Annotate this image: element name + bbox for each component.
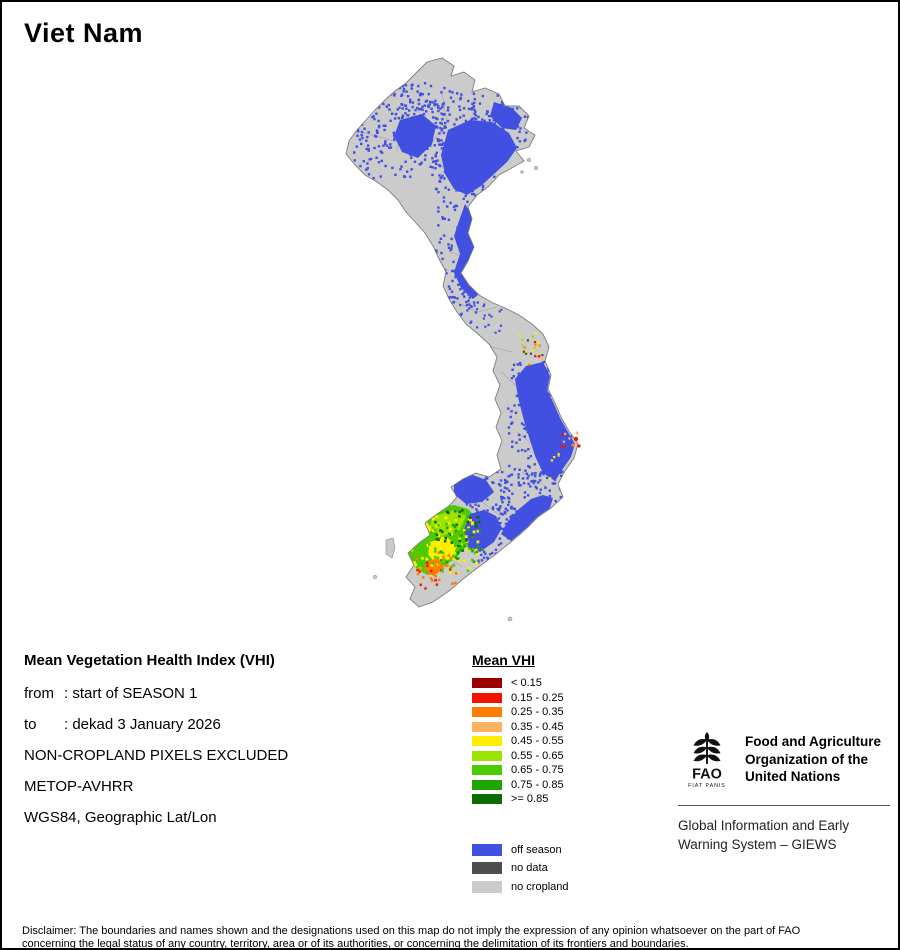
legend-label: >= 0.85 bbox=[511, 793, 549, 806]
fao-block: FAO FIAT PANIS Food and Agriculture Orga… bbox=[678, 730, 890, 854]
legend-label: 0.55 - 0.65 bbox=[511, 749, 564, 762]
legend-swatch bbox=[472, 779, 502, 790]
legend-label: off season bbox=[511, 843, 562, 856]
giews-name: Global Information and Early Warning Sys… bbox=[678, 817, 890, 854]
legend-row: 0.75 - 0.85 bbox=[472, 778, 569, 793]
info-heading: Mean Vegetation Health Index (VHI) bbox=[24, 652, 275, 669]
legend-row: 0.25 - 0.35 bbox=[472, 705, 569, 720]
fao-divider bbox=[678, 805, 890, 806]
giews-line: Global Information and Early bbox=[678, 818, 850, 833]
legend-swatch bbox=[472, 750, 502, 761]
islands bbox=[373, 158, 538, 622]
legend-swatch bbox=[472, 678, 502, 689]
disclaimer: Disclaimer: The boundaries and names sho… bbox=[22, 925, 801, 950]
legend-row: 0.45 - 0.55 bbox=[472, 734, 569, 749]
legend-label: no cropland bbox=[511, 880, 569, 893]
legend-label: no data bbox=[511, 862, 548, 875]
fao-acronym: FAO bbox=[692, 766, 722, 782]
legend-row: >= 0.85 bbox=[472, 792, 569, 807]
legend-label: 0.45 - 0.55 bbox=[511, 735, 564, 748]
off-season-areas bbox=[394, 102, 575, 541]
legend-label: 0.65 - 0.75 bbox=[511, 764, 564, 777]
legend-swatch bbox=[472, 880, 502, 893]
legend-row: off season bbox=[472, 841, 569, 860]
info-key: from bbox=[24, 685, 54, 702]
legend-row: no data bbox=[472, 859, 569, 878]
fao-org-line: Organization of the bbox=[745, 751, 868, 767]
fao-org-line: United Nations bbox=[745, 769, 841, 784]
legend-swatch bbox=[472, 721, 502, 732]
disclaimer-line: concerning the legal status of any count… bbox=[22, 938, 689, 950]
fao-org-line: Food and Agriculture bbox=[745, 734, 881, 749]
legend-label: < 0.15 bbox=[511, 677, 542, 690]
legend-label: 0.15 - 0.25 bbox=[511, 691, 564, 704]
info-value: : start of SEASON 1 bbox=[64, 685, 198, 702]
legend-row: < 0.15 bbox=[472, 676, 569, 691]
legend-row: 0.65 - 0.75 bbox=[472, 763, 569, 778]
giews-line: Warning System – GIEWS bbox=[678, 836, 837, 852]
legend-swatch bbox=[472, 765, 502, 776]
legend-swatch bbox=[472, 736, 502, 747]
legend-label: 0.25 - 0.35 bbox=[511, 706, 564, 719]
info-line: WGS84, Geographic Lat/Lon bbox=[24, 809, 217, 826]
legend-row: no cropland bbox=[472, 878, 569, 897]
legend-extras: off season no data no cropland bbox=[472, 841, 569, 897]
legend-label: 0.35 - 0.45 bbox=[511, 720, 564, 733]
fao-org-name: Food and Agriculture Organization of the… bbox=[745, 730, 881, 786]
disclaimer-line: Disclaimer: The boundaries and names sho… bbox=[22, 925, 801, 937]
legend-row: 0.35 - 0.45 bbox=[472, 720, 569, 735]
info-key: to bbox=[24, 716, 37, 733]
legend-row: 0.15 - 0.25 bbox=[472, 691, 569, 706]
map-info-block: Mean Vegetation Health Index (VHI) from:… bbox=[24, 652, 288, 840]
info-row-from: from : start of SEASON 1 bbox=[24, 685, 288, 702]
legend-title: Mean VHI bbox=[472, 652, 536, 668]
legend-swatch bbox=[472, 843, 502, 856]
page-title: Viet Nam bbox=[24, 18, 144, 48]
info-line: METOP-AVHRR bbox=[24, 778, 134, 795]
legend-row: 0.55 - 0.65 bbox=[472, 749, 569, 764]
fao-logo-icon: FAO FIAT PANIS bbox=[688, 732, 726, 789]
se-coast-low-vhi-cluster bbox=[571, 431, 581, 448]
phu-quoc-island bbox=[385, 537, 396, 559]
legend-label: 0.75 - 0.85 bbox=[511, 778, 564, 791]
info-line: NON-CROPLAND PIXELS EXCLUDED bbox=[24, 747, 289, 764]
fao-motto: FIAT PANIS bbox=[688, 783, 726, 789]
info-row-to: to : dekad 3 January 2026 bbox=[24, 716, 288, 733]
legend: Mean VHI < 0.15 0.15 - 0.25 0.25 - 0.35 … bbox=[472, 652, 569, 896]
legend-swatch bbox=[472, 707, 502, 718]
legend-swatch bbox=[472, 794, 502, 805]
country-border bbox=[345, 57, 579, 608]
info-value: : dekad 3 January 2026 bbox=[64, 716, 221, 733]
legend-swatch bbox=[472, 692, 502, 703]
legend-swatch bbox=[472, 862, 502, 875]
